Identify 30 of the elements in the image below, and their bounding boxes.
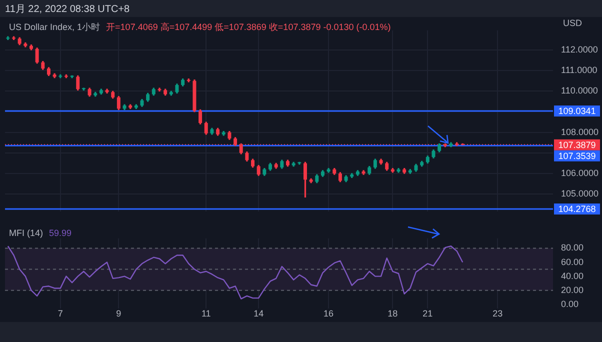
y-tick-label: 60.00 xyxy=(561,256,584,267)
y-tick-label: 112.0000 xyxy=(561,44,598,54)
candlestick xyxy=(158,88,162,92)
y-tick-label: 40.00 xyxy=(561,270,584,281)
chart-title: MFI (14) xyxy=(9,228,44,238)
x-tick-label: 18 xyxy=(388,308,398,318)
text: 11月 22, 2022 08:38 UTC+8 xyxy=(5,3,130,16)
y-tick-label: 106.0000 xyxy=(561,168,599,178)
y-tick-label: 80.00 xyxy=(561,242,584,253)
x-tick-label: 9 xyxy=(116,308,122,318)
ref-line-label: 107.3539 xyxy=(558,150,596,161)
y-tick-label: 108.0000 xyxy=(561,126,599,137)
ref-line-label: 107.3879 xyxy=(558,140,596,150)
y-axis-title: USD xyxy=(563,18,582,28)
x-tick-label: 14 xyxy=(254,308,264,318)
y-tick-label: 105.0000 xyxy=(561,188,599,199)
chart-subtitle: 开=107.4069 高=107.4499 低=107.3869 收=107.3879 -0.0130 (-0.01%) xyxy=(106,22,391,32)
chart-title: US Dollar Index, 1小时 xyxy=(9,22,100,32)
ref-line-label: 104.2768 xyxy=(558,204,596,214)
x-tick-label: 7 xyxy=(58,308,63,318)
x-tick-label: 21 xyxy=(422,308,433,318)
y-tick-label: 0.00 xyxy=(561,298,579,309)
y-tick-label: 111.0000 xyxy=(561,65,598,76)
ref-line-label: 109.0341 xyxy=(558,106,596,116)
annotation: 59.99 xyxy=(49,228,72,238)
x-tick-label: 23 xyxy=(492,308,503,318)
x-tick-label: 16 xyxy=(324,308,334,318)
y-tick-label: 110.0000 xyxy=(561,86,598,96)
x-tick-label: 11 xyxy=(201,308,211,318)
y-tick-label: 20.00 xyxy=(561,284,584,295)
